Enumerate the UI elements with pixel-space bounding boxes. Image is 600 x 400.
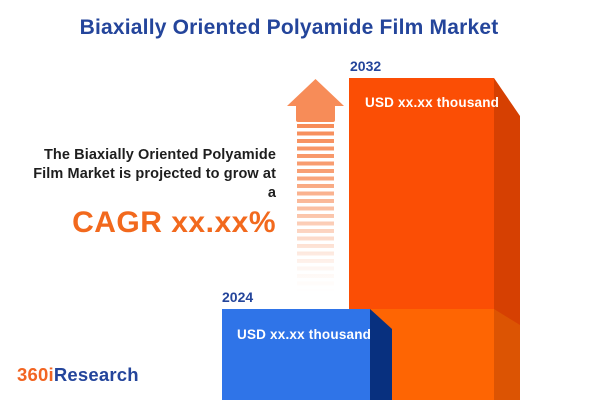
bar-2024-year-label: 2024 [222, 289, 254, 305]
bar-2024-side-face [370, 309, 392, 400]
bar-2032-side-face [494, 78, 520, 400]
brand-logo-360i: 360i [17, 364, 54, 385]
bar-2032-value-label: USD xx.xx thousand [365, 95, 500, 110]
annotation-line-3: a [267, 185, 276, 201]
brand-logo: 360iResearch [17, 364, 139, 386]
annotation-line-1: The Biaxially Oriented Polyamide [43, 147, 276, 163]
growth-arrow-collar [296, 104, 335, 122]
growth-arrow-stripes [297, 124, 334, 292]
page-title: Biaxially Oriented Polyamide Film Market [79, 16, 499, 39]
bar-2024-value-label: USD xx.xx thousand [237, 327, 372, 342]
annotation-block: The Biaxially Oriented Polyamide Film Ma… [10, 146, 276, 240]
bar-2032-year-label: 2032 [350, 58, 382, 74]
brand-logo-research: Research [53, 364, 139, 385]
cagr-value: CAGR xx.xx% [72, 206, 276, 239]
bar-2032-side-lower-segment [494, 309, 520, 400]
annotation-line-2: Film Market is projected to grow at [33, 166, 276, 182]
bar-2024 [222, 309, 370, 400]
growth-arrow-up-icon [287, 79, 344, 106]
